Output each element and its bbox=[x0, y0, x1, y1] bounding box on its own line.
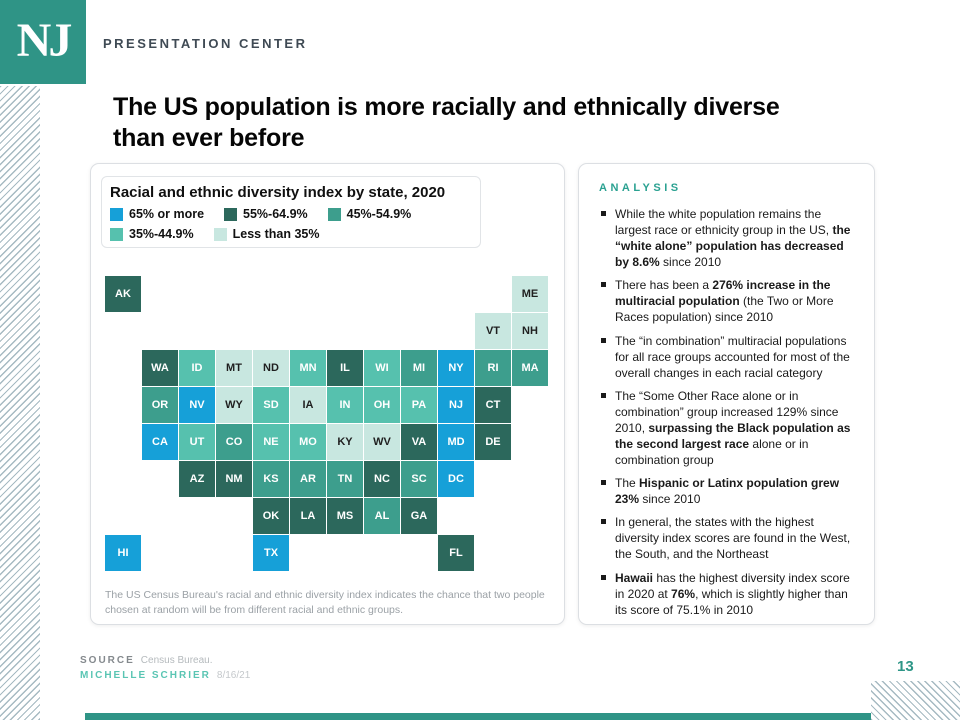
legend-box: Racial and ethnic diversity index by sta… bbox=[101, 176, 481, 248]
state-tile-oh: OH bbox=[364, 387, 400, 423]
analysis-bullet: In general, the states with the highest … bbox=[599, 514, 860, 562]
state-tile-me: ME bbox=[512, 276, 548, 312]
state-tile-wi: WI bbox=[364, 350, 400, 386]
analysis-bullet: Hawaii has the highest diversity index s… bbox=[599, 570, 860, 618]
state-tile-ny: NY bbox=[438, 350, 474, 386]
legend-label: 45%-54.9% bbox=[346, 207, 412, 221]
footer-date: 8/16/21 bbox=[216, 670, 251, 681]
state-tile-nc: NC bbox=[364, 461, 400, 497]
state-tile-de: DE bbox=[475, 424, 511, 460]
state-tile-ak: AK bbox=[105, 276, 141, 312]
legend-item: 35%-44.9% bbox=[110, 227, 194, 241]
nj-logo-text: NJ bbox=[16, 13, 73, 67]
state-tile-az: AZ bbox=[179, 461, 215, 497]
state-tile-wa: WA bbox=[142, 350, 178, 386]
analysis-bullet: The “in combination” multiracial populat… bbox=[599, 333, 860, 381]
state-tile-wy: WY bbox=[216, 387, 252, 423]
state-tile-sc: SC bbox=[401, 461, 437, 497]
state-tile-nd: ND bbox=[253, 350, 289, 386]
source-value: Census Bureau. bbox=[140, 655, 213, 666]
page-number: 13 bbox=[897, 658, 914, 675]
state-tile-wv: WV bbox=[364, 424, 400, 460]
map-card: Racial and ethnic diversity index by sta… bbox=[90, 163, 565, 625]
state-tile-ms: MS bbox=[327, 498, 363, 534]
state-grid: AK ME VT NH WA ID MT ND MN IL WI MI NY RI MA OR NV WY SD IA… bbox=[105, 276, 548, 571]
state-tile-mo: MO bbox=[290, 424, 326, 460]
state-tile-la: LA bbox=[290, 498, 326, 534]
source-label: SOURCE bbox=[80, 655, 135, 666]
author-name: MICHELLE SCHRIER bbox=[80, 670, 211, 681]
brand-label: PRESENTATION CENTER bbox=[103, 36, 308, 51]
state-tile-dc: DC bbox=[438, 461, 474, 497]
legend-swatch bbox=[327, 207, 341, 221]
state-tile-nj: NJ bbox=[438, 387, 474, 423]
state-tile-ut: UT bbox=[179, 424, 215, 460]
state-tile-in: IN bbox=[327, 387, 363, 423]
legend-swatch bbox=[213, 227, 227, 241]
state-tile-co: CO bbox=[216, 424, 252, 460]
bottom-right-hatch-decoration bbox=[871, 681, 960, 720]
legend-item: 65% or more bbox=[110, 207, 204, 221]
state-tile-nm: NM bbox=[216, 461, 252, 497]
state-tile-ma: MA bbox=[512, 350, 548, 386]
state-tile-md: MD bbox=[438, 424, 474, 460]
legend-swatch bbox=[224, 207, 238, 221]
legend-item: 45%-54.9% bbox=[327, 207, 412, 221]
analysis-heading: ANALYSIS bbox=[599, 182, 682, 194]
legend-item: 55%-64.9% bbox=[224, 207, 308, 221]
state-tile-ky: KY bbox=[327, 424, 363, 460]
analysis-bullet: While the white population remains the l… bbox=[599, 206, 860, 270]
state-tile-al: AL bbox=[364, 498, 400, 534]
state-tile-id: ID bbox=[179, 350, 215, 386]
legend-label: 65% or more bbox=[129, 207, 205, 221]
legend-row-1: 65% or more 55%-64.9% 45%-54.9% bbox=[110, 207, 472, 221]
state-tile-mn: MN bbox=[290, 350, 326, 386]
state-tile-il: IL bbox=[327, 350, 363, 386]
state-tile-ca: CA bbox=[142, 424, 178, 460]
analysis-bullet: There has been a 276% increase in the mu… bbox=[599, 277, 860, 325]
state-tile-nh: NH bbox=[512, 313, 548, 349]
state-tile-hi: HI bbox=[105, 535, 141, 571]
slide-title: The US population is more racially and e… bbox=[113, 93, 780, 152]
legend-row-2: 35%-44.9% Less than 35% bbox=[110, 227, 472, 241]
state-tile-vt: VT bbox=[475, 313, 511, 349]
state-tile-ga: GA bbox=[401, 498, 437, 534]
state-tile-nv: NV bbox=[179, 387, 215, 423]
map-footnote: The US Census Bureau's racial and ethnic… bbox=[105, 589, 545, 616]
analysis-card: ANALYSIS While the white population rema… bbox=[578, 163, 875, 625]
legend-label: 35%-44.9% bbox=[129, 227, 194, 241]
footer-author: MICHELLE SCHRIER 8/16/21 bbox=[80, 670, 250, 681]
state-tile-ct: CT bbox=[475, 387, 511, 423]
state-tile-ri: RI bbox=[475, 350, 511, 386]
state-tile-ok: OK bbox=[253, 498, 289, 534]
state-tile-sd: SD bbox=[253, 387, 289, 423]
state-tile-tx: TX bbox=[253, 535, 289, 571]
legend-label: Less than 35% bbox=[232, 227, 320, 241]
bottom-teal-bar bbox=[85, 713, 871, 720]
analysis-bullet: The “Some Other Race alone or in combina… bbox=[599, 388, 860, 468]
state-tile-tn: TN bbox=[327, 461, 363, 497]
state-tile-ne: NE bbox=[253, 424, 289, 460]
state-tile-va: VA bbox=[401, 424, 437, 460]
state-tile-or: OR bbox=[142, 387, 178, 423]
nj-logo: NJ bbox=[0, 0, 86, 84]
footer-source: SOURCE Census Bureau. bbox=[80, 655, 213, 666]
left-hatch-decoration bbox=[0, 86, 40, 720]
state-tile-ar: AR bbox=[290, 461, 326, 497]
state-tile-mt: MT bbox=[216, 350, 252, 386]
legend-item: Less than 35% bbox=[213, 227, 320, 241]
state-tile-ia: IA bbox=[290, 387, 326, 423]
analysis-bullet: The Hispanic or Latinx population grew 2… bbox=[599, 475, 860, 507]
state-tile-ks: KS bbox=[253, 461, 289, 497]
legend-swatch bbox=[110, 207, 123, 221]
state-tile-mi: MI bbox=[401, 350, 437, 386]
analysis-list: While the white population remains the l… bbox=[599, 206, 860, 618]
map-title: Racial and ethnic diversity index by sta… bbox=[110, 184, 446, 201]
legend-swatch bbox=[110, 227, 123, 241]
state-tile-fl: FL bbox=[438, 535, 474, 571]
legend-label: 55%-64.9% bbox=[243, 207, 308, 221]
state-tile-pa: PA bbox=[401, 387, 437, 423]
